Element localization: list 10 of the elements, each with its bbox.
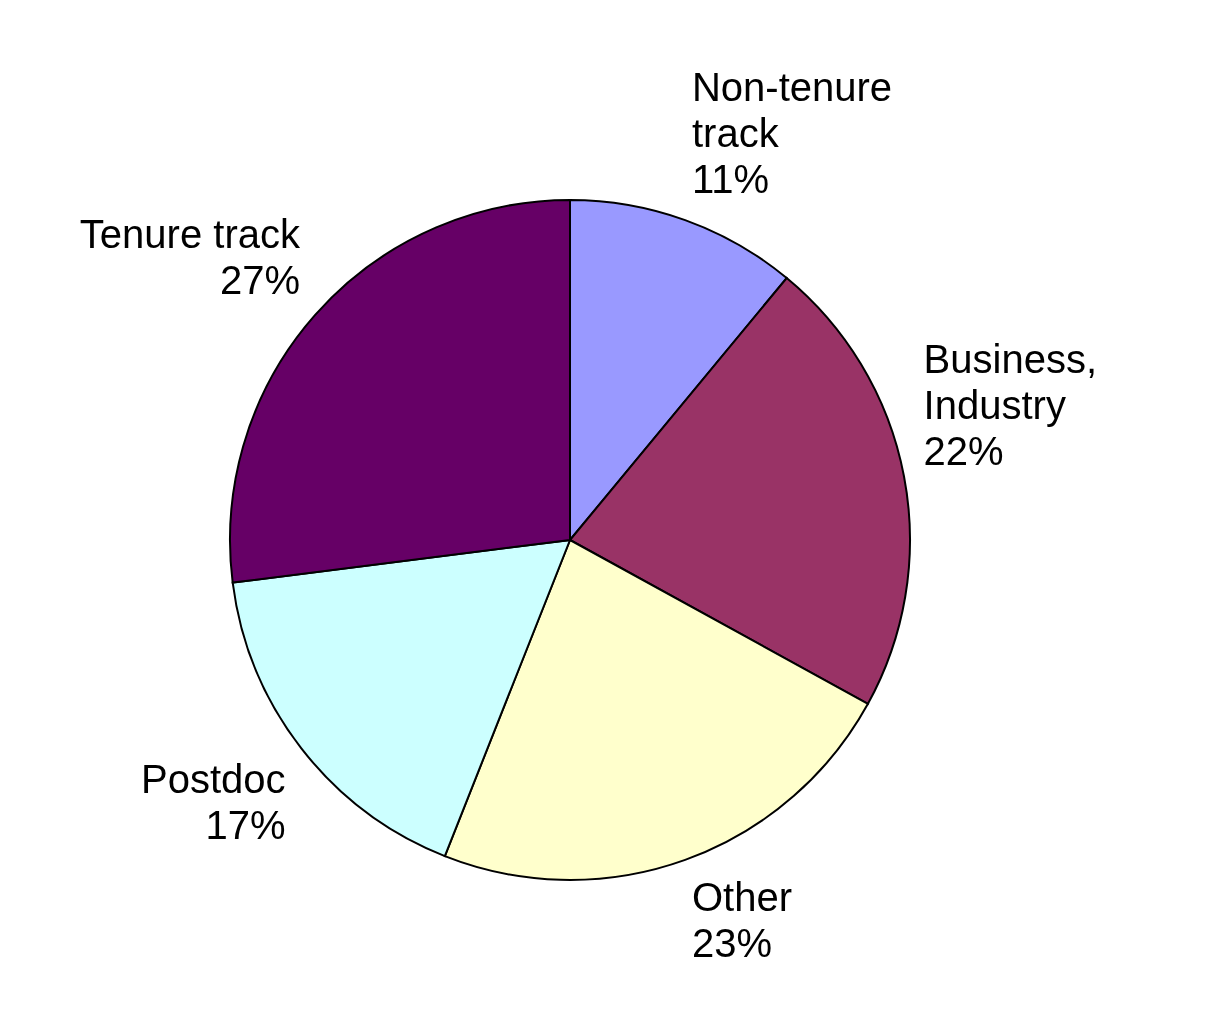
data-label: 11% — [691, 157, 770, 202]
slice-label: Postdoc — [141, 756, 286, 801]
slice-label: Other — [691, 874, 792, 919]
data-label: 22% — [923, 428, 1004, 473]
slice-label: Business, Industry — [923, 336, 1098, 427]
data-label: 27% — [219, 257, 300, 302]
data-label: 17% — [205, 802, 286, 847]
data-label: 23% — [691, 920, 773, 965]
slice-label: Tenure track — [79, 211, 301, 256]
slice-label: Non-tenure track — [691, 65, 893, 156]
